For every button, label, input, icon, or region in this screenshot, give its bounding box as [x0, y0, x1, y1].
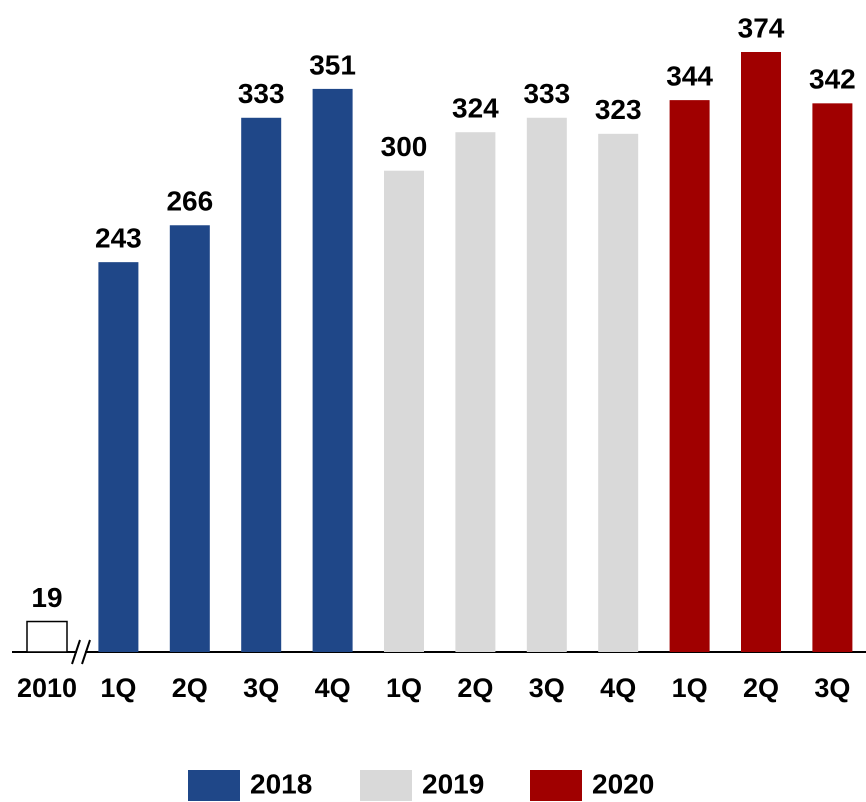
- bar: [669, 100, 710, 652]
- x-tick-label: 4Q: [600, 673, 636, 703]
- axis-break: [71, 639, 81, 665]
- legend-label: 2018: [250, 768, 312, 799]
- bar: [241, 117, 282, 653]
- x-tick-label: 2010: [17, 673, 77, 703]
- legend-swatch: [360, 770, 412, 801]
- x-tick-label: 2Q: [743, 673, 779, 703]
- x-tick-label: 1Q: [386, 673, 422, 703]
- bar: [741, 52, 781, 652]
- bar: [312, 88, 353, 653]
- value-label: 323: [595, 94, 642, 125]
- legend-label: 2020: [592, 768, 654, 799]
- value-label: 243: [95, 223, 142, 254]
- value-label: 351: [309, 49, 356, 80]
- axis-break-gap: [77, 646, 85, 658]
- x-tick-label: 2Q: [457, 673, 493, 703]
- bar: [169, 225, 210, 653]
- value-label: 324: [452, 93, 499, 124]
- bar: [526, 117, 567, 653]
- x-tick-label: 4Q: [315, 673, 351, 703]
- bar: [384, 170, 424, 652]
- legend-label: 2019: [422, 768, 484, 799]
- value-label: 19: [31, 582, 62, 613]
- x-tick-label: 1Q: [100, 673, 136, 703]
- value-label: 374: [738, 12, 785, 43]
- bar: [455, 132, 496, 653]
- bar: [26, 620, 68, 653]
- legend-swatch: [530, 770, 582, 801]
- bar: [812, 103, 853, 652]
- bar: [598, 133, 639, 652]
- legend-swatch: [188, 770, 240, 801]
- value-label: 333: [523, 78, 570, 109]
- value-label: 266: [166, 186, 213, 217]
- axis-break: [81, 639, 91, 665]
- x-tick-label: 3Q: [814, 673, 850, 703]
- x-tick-label: 2Q: [172, 673, 208, 703]
- value-label: 344: [666, 61, 713, 92]
- x-tick-label: 3Q: [243, 673, 279, 703]
- value-label: 333: [238, 78, 285, 109]
- x-tick-label: 1Q: [672, 673, 708, 703]
- x-tick-label: 3Q: [529, 673, 565, 703]
- bar: [98, 262, 139, 652]
- value-label: 300: [381, 131, 428, 162]
- value-label: 342: [809, 64, 856, 95]
